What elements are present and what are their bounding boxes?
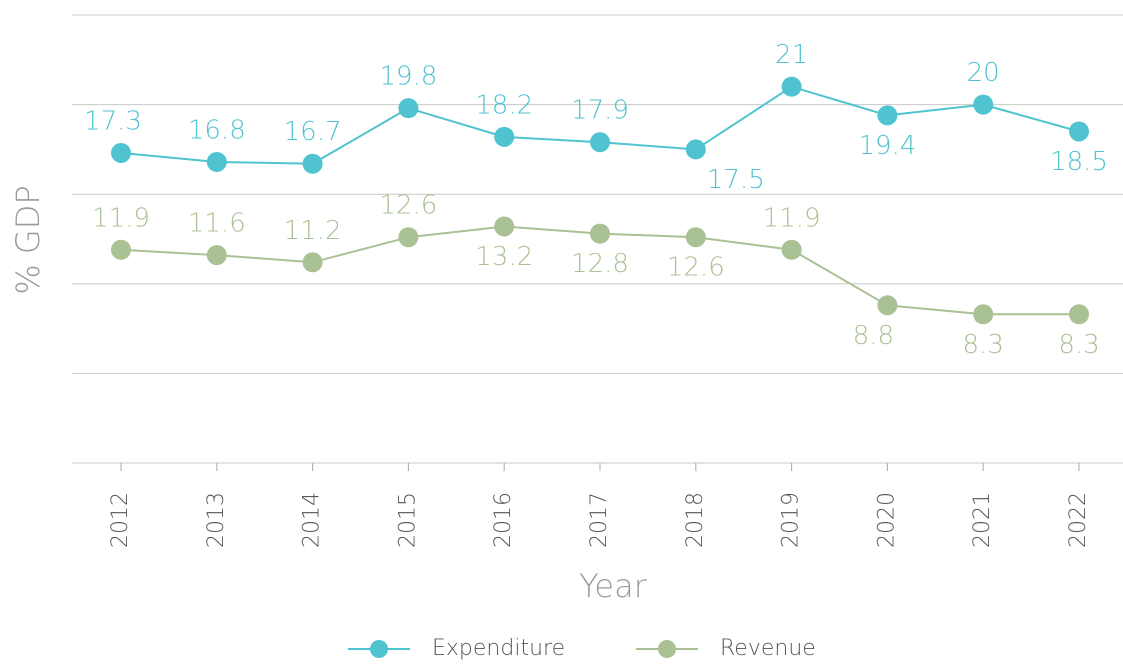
legend-label: Revenue bbox=[720, 636, 816, 661]
data-label: 17.5 bbox=[707, 165, 765, 195]
data-point bbox=[302, 153, 323, 174]
data-point bbox=[973, 304, 994, 325]
x-tick-label: 2022 bbox=[1066, 492, 1091, 548]
data-point bbox=[877, 105, 898, 126]
legend-marker bbox=[370, 640, 388, 658]
data-label: 16.7 bbox=[284, 117, 342, 147]
data-label: 13.2 bbox=[475, 242, 533, 272]
data-point bbox=[302, 252, 323, 273]
data-point bbox=[877, 295, 898, 316]
data-label: 21 bbox=[775, 40, 808, 70]
data-label: 11.6 bbox=[188, 209, 246, 239]
data-point bbox=[590, 223, 610, 244]
data-point bbox=[781, 76, 802, 97]
y-axis-label: % GDP bbox=[9, 185, 47, 294]
data-point bbox=[1069, 121, 1089, 142]
data-point bbox=[685, 139, 706, 160]
data-label: 8.8 bbox=[853, 321, 894, 351]
data-point bbox=[973, 94, 994, 115]
data-point bbox=[206, 151, 227, 172]
x-tick-label: 2020 bbox=[874, 492, 899, 548]
data-label: 12.8 bbox=[571, 249, 629, 279]
data-label: 11.9 bbox=[92, 203, 150, 233]
data-label: 19.4 bbox=[858, 131, 916, 161]
data-label: 12.6 bbox=[667, 253, 725, 283]
data-point bbox=[206, 245, 227, 266]
x-tick-label: 2014 bbox=[300, 492, 325, 548]
data-point bbox=[494, 126, 515, 147]
data-point bbox=[111, 142, 131, 163]
x-tick-label: 2013 bbox=[204, 492, 229, 548]
data-label: 8.3 bbox=[963, 330, 1004, 360]
x-tick-label: 2016 bbox=[491, 492, 516, 548]
data-point bbox=[590, 132, 610, 153]
data-point bbox=[685, 227, 706, 248]
x-tick-label: 2017 bbox=[587, 492, 612, 548]
x-tick-label: 2015 bbox=[395, 492, 420, 548]
x-tick-label: 2012 bbox=[108, 492, 133, 548]
data-point bbox=[398, 227, 419, 248]
data-label: 18.2 bbox=[475, 90, 533, 120]
data-label: 18.5 bbox=[1050, 147, 1108, 177]
legend-marker bbox=[658, 640, 676, 658]
data-label: 19.8 bbox=[379, 62, 437, 92]
data-label: 16.8 bbox=[188, 115, 246, 145]
data-label: 17.9 bbox=[571, 96, 629, 126]
data-point bbox=[1069, 304, 1089, 325]
data-label: 8.3 bbox=[1058, 330, 1099, 360]
x-tick-label: 2021 bbox=[970, 492, 995, 548]
x-tick-label: 2019 bbox=[779, 492, 804, 548]
data-point bbox=[111, 239, 131, 260]
data-label: 20 bbox=[967, 58, 1000, 88]
data-point bbox=[398, 98, 419, 119]
x-axis-label: Year bbox=[579, 567, 648, 605]
data-label: 17.3 bbox=[84, 106, 142, 136]
legend-label: Expenditure bbox=[432, 636, 565, 661]
x-tick-label: 2018 bbox=[683, 492, 708, 548]
data-point bbox=[781, 239, 802, 260]
data-label: 11.9 bbox=[763, 203, 821, 233]
data-label: 12.6 bbox=[379, 191, 437, 221]
data-point bbox=[494, 216, 515, 237]
data-label: 11.2 bbox=[284, 216, 342, 246]
